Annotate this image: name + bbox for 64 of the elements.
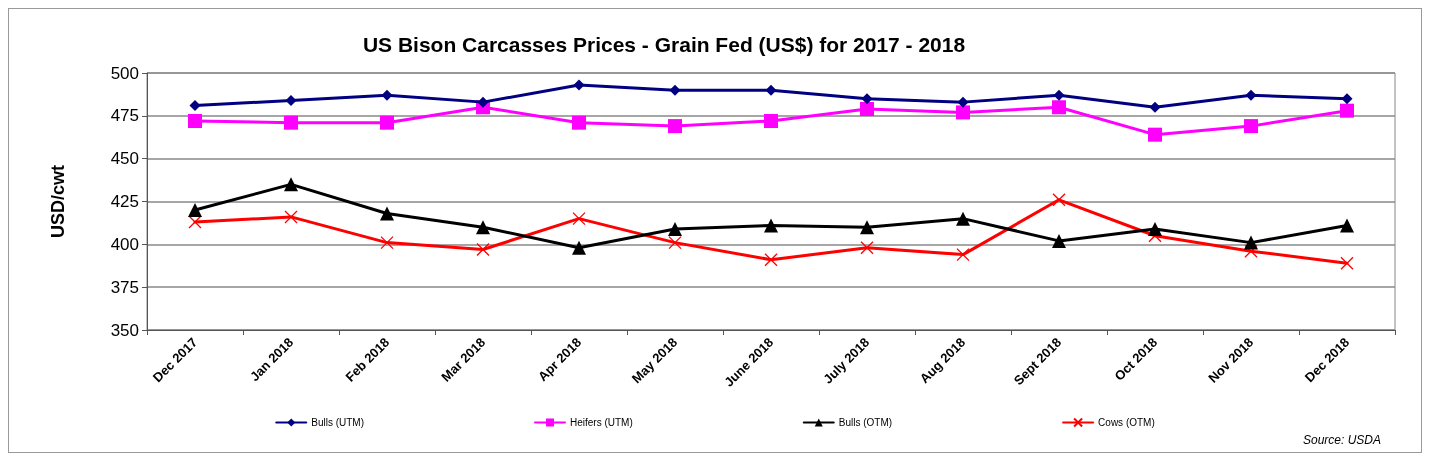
point [188,113,202,128]
point [1148,221,1162,236]
point [284,115,298,130]
point [476,220,490,235]
point [956,105,970,120]
point [1340,103,1354,118]
y-tick-label: 500 [110,63,139,83]
chart-title: US Bison Carcasses Prices - Grain Fed (US$) for 2017 - 2018 [362,33,966,56]
point [1052,233,1066,248]
point [669,84,681,96]
y-tick-label: 450 [110,149,139,169]
point [956,211,970,226]
point [860,241,874,255]
point [380,206,394,221]
point [1244,235,1258,250]
point [573,79,585,91]
point [1244,244,1258,258]
point [1340,218,1354,233]
source-note: Source: USDA [1302,433,1381,447]
point [1245,89,1257,101]
point [1148,127,1162,142]
point [860,101,874,116]
point [1053,89,1065,101]
point [284,210,298,224]
point [380,115,394,130]
legend-label: Heifers (UTM) [570,417,633,428]
point [956,247,970,262]
point [381,89,393,101]
point [861,93,873,105]
point [188,203,202,218]
point [477,96,489,108]
point [1052,193,1066,207]
point [1244,119,1258,134]
point [572,211,586,226]
legend-label: Bulls (UTM) [311,417,365,428]
legend-label: Bulls (OTM) [838,417,893,428]
point [1340,256,1354,270]
point [572,240,586,255]
y-tick-label: 425 [110,192,139,211]
y-tick-label: 350 [110,320,139,340]
point [572,115,586,130]
point [380,235,394,250]
point [668,119,682,134]
legend-label: Cows (OTM) [1098,417,1155,428]
point [284,177,298,192]
point [188,215,202,229]
point [860,220,874,235]
point [285,94,297,106]
point [764,253,778,267]
point [764,113,778,128]
point [1149,101,1161,113]
point [668,235,682,250]
point [957,96,969,108]
point [476,242,490,257]
y-tick-label: 400 [110,234,139,254]
y-axis-title: USD/cwt [48,164,68,239]
point [764,218,778,233]
y-tick-label: 375 [110,277,139,297]
point [1341,93,1353,105]
point [189,100,201,112]
point [1052,100,1066,115]
point [765,84,777,96]
y-tick-label: 475 [110,106,139,126]
point [668,221,682,236]
